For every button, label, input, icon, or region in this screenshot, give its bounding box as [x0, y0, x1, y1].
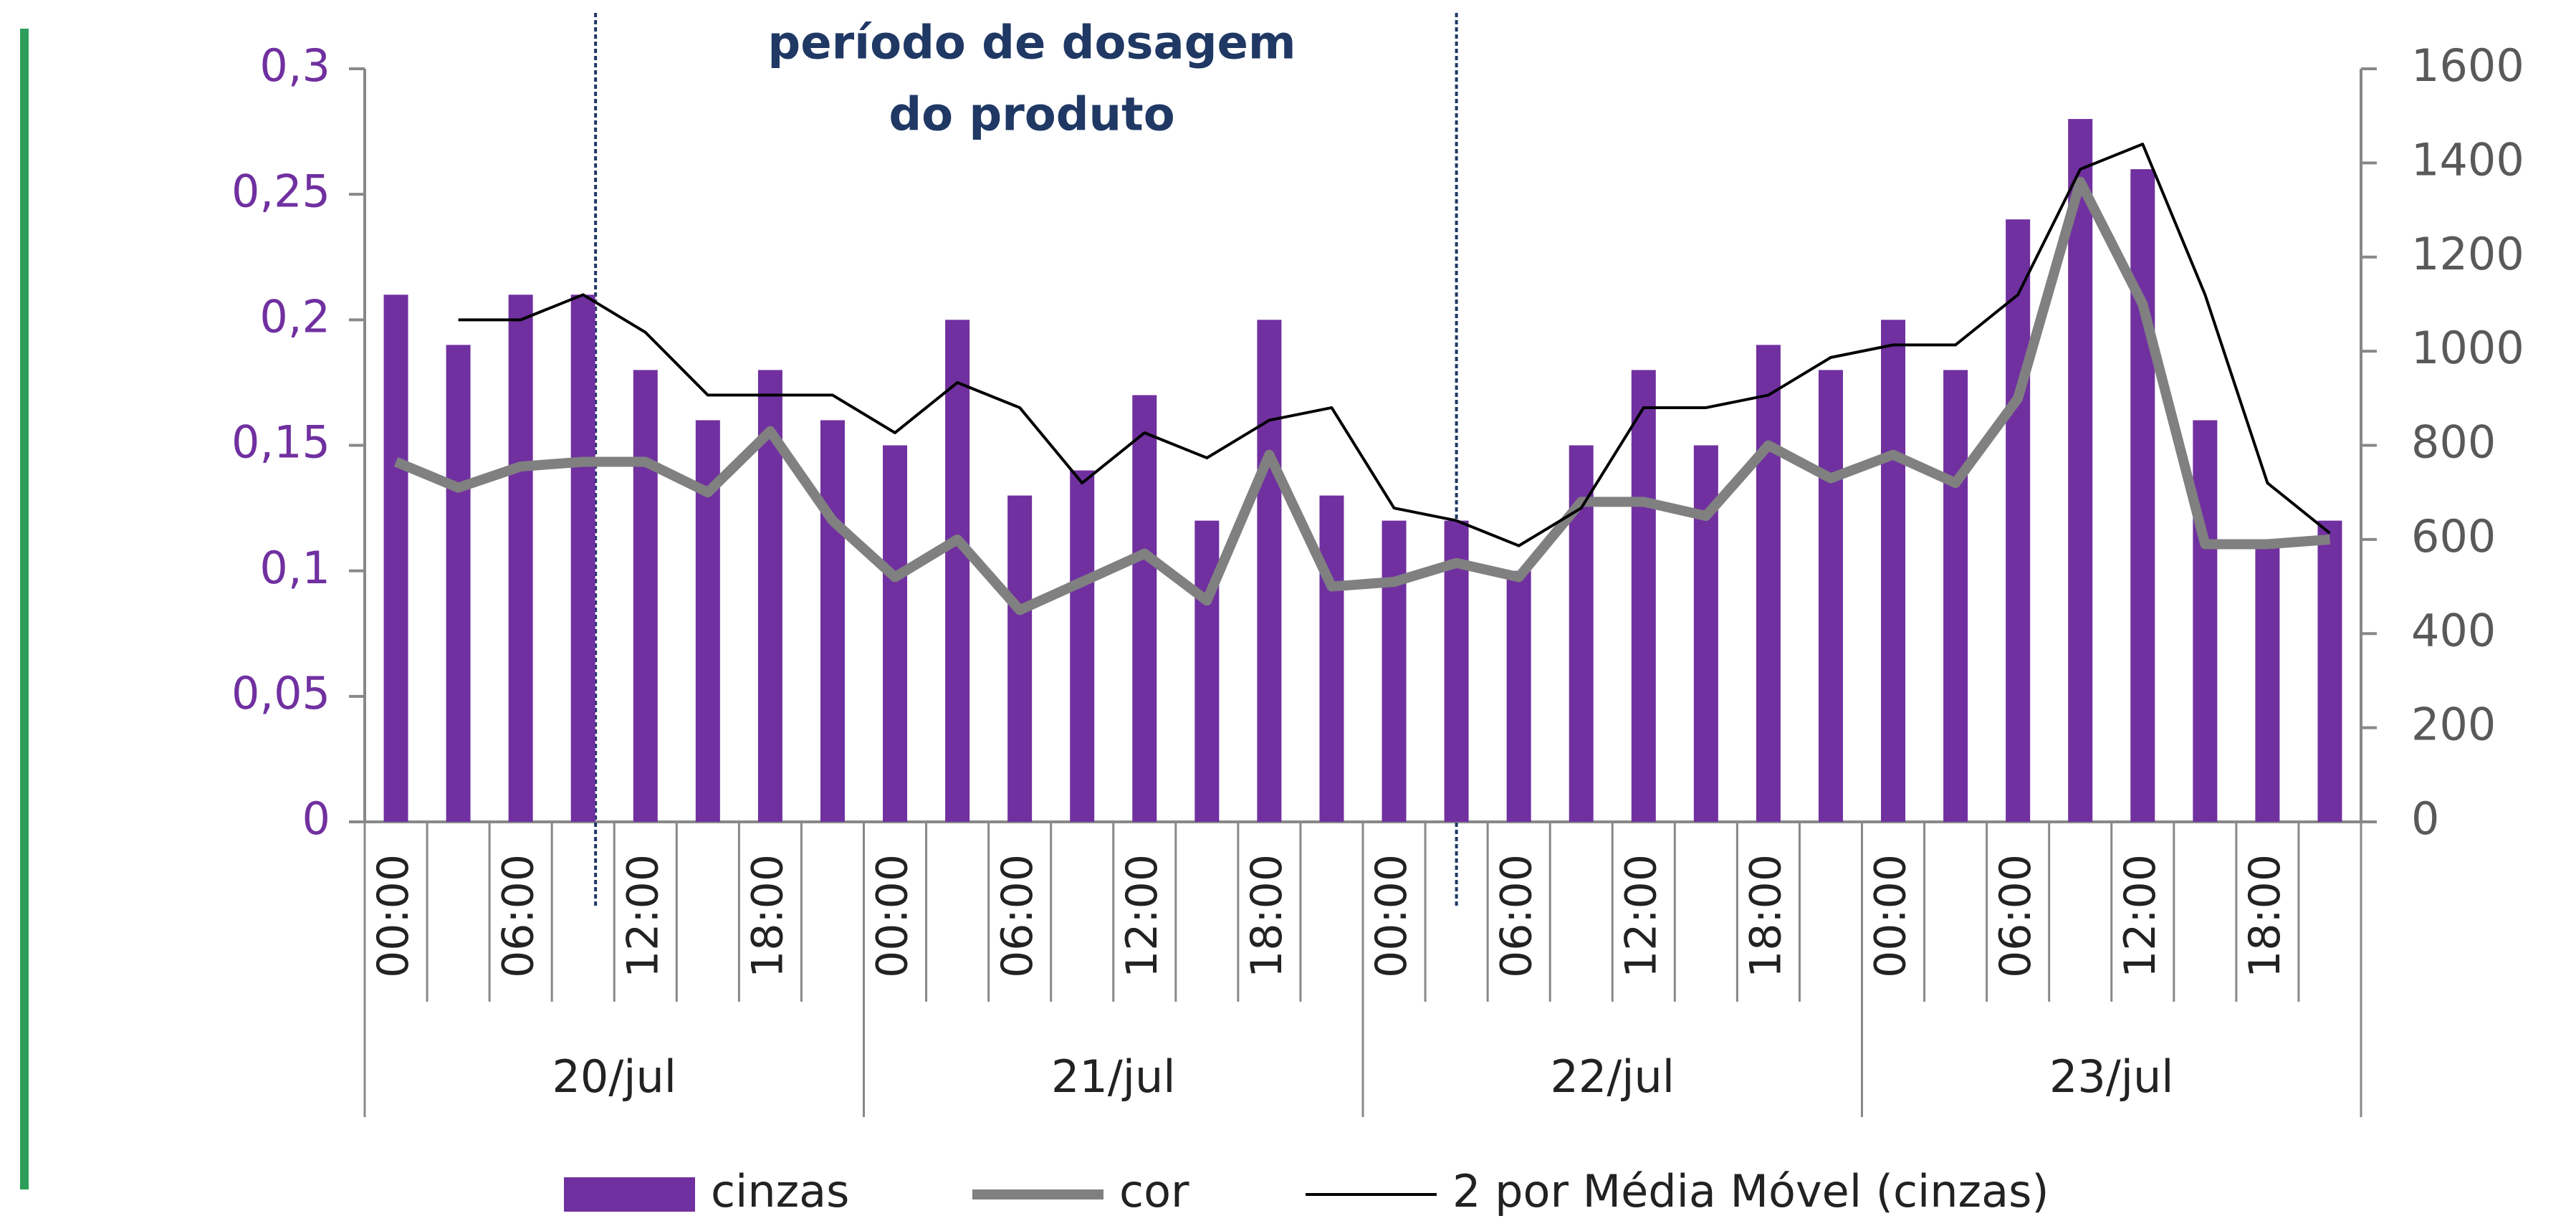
- bar: [1257, 320, 1282, 822]
- y-tick-label: 0,15: [231, 416, 330, 469]
- y-tick-label: 0,25: [231, 165, 330, 217]
- bar: [446, 345, 471, 822]
- bar: [820, 420, 845, 822]
- bar: [1319, 495, 1344, 822]
- line-moving-avg: [458, 143, 2331, 547]
- legend-label: 2 por Média Móvel (cinzas): [1452, 1165, 2049, 1217]
- bar: [2255, 545, 2280, 822]
- line-cor: [393, 176, 2330, 616]
- bar: [1818, 370, 1843, 822]
- y2-tick-label: 1200: [2411, 228, 2524, 280]
- x-tick-label: 00:00: [368, 854, 418, 978]
- x-tick-label: 18:00: [1242, 854, 1292, 978]
- y2-tick-label: 1600: [2411, 39, 2524, 92]
- x-tick-label: 12:00: [1117, 854, 1167, 978]
- bar: [1444, 520, 1469, 822]
- x-tick-label: 18:00: [743, 854, 793, 978]
- y2-tick-label: 400: [2411, 604, 2496, 656]
- bar: [1881, 320, 1906, 822]
- bar: [383, 294, 408, 822]
- bar: [1194, 520, 1220, 822]
- bar: [1943, 370, 1968, 822]
- group-label: 23/jul: [2049, 1050, 2174, 1103]
- bar: [2068, 119, 2093, 823]
- x-tick-label: 18:00: [1741, 854, 1791, 978]
- y-tick-label: 0,05: [231, 667, 330, 719]
- y-tick-label: 0,2: [259, 290, 330, 343]
- y2-tick-label: 0: [2411, 792, 2439, 845]
- y2-tick-label: 1000: [2411, 322, 2524, 374]
- x-tick-label: 18:00: [2240, 854, 2290, 978]
- bar: [508, 294, 533, 822]
- y2-tick-label: 600: [2411, 510, 2496, 562]
- x-tick-label: 06:00: [1991, 854, 2041, 978]
- x-tick-label: 00:00: [1366, 854, 1417, 978]
- group-label: 21/jul: [1051, 1050, 1176, 1103]
- y2-tick-label: 200: [2411, 699, 2496, 751]
- bar: [2317, 520, 2342, 822]
- x-tick-label: 06:00: [1491, 854, 1541, 978]
- bar: [1631, 370, 1656, 822]
- x-tick-label: 00:00: [1866, 854, 1916, 978]
- y-tick-label: 0: [302, 792, 330, 845]
- bar: [1382, 520, 1407, 822]
- x-tick-label: 06:00: [493, 854, 543, 978]
- annotation: do produto: [889, 89, 1174, 142]
- bar: [570, 294, 595, 822]
- group-label: 20/jul: [552, 1050, 676, 1103]
- bar: [1756, 345, 1781, 822]
- group-label: 22/jul: [1550, 1050, 1675, 1103]
- side-bar: [20, 29, 29, 1189]
- bar: [1506, 570, 1531, 822]
- bar: [945, 320, 970, 822]
- x-tick-label: 12:00: [2115, 854, 2165, 978]
- bar: [633, 370, 658, 822]
- legend-swatch: [564, 1177, 695, 1212]
- legend-label: cor: [1119, 1165, 1189, 1217]
- legend-label: cinzas: [711, 1165, 849, 1217]
- bar: [2130, 169, 2155, 823]
- y-tick-label: 0,1: [259, 542, 330, 594]
- bar: [883, 445, 908, 822]
- y2-tick-label: 800: [2411, 416, 2496, 469]
- x-tick-label: 12:00: [1616, 854, 1666, 978]
- bar: [2193, 420, 2218, 822]
- bar: [1007, 495, 1033, 822]
- x-tick-label: 00:00: [868, 854, 918, 978]
- annotation: período de dosagem: [767, 17, 1296, 70]
- bar: [1132, 395, 1157, 822]
- x-tick-label: 12:00: [618, 854, 668, 978]
- y2-tick-label: 1400: [2411, 133, 2524, 186]
- x-tick-label: 06:00: [992, 854, 1043, 978]
- bar: [1070, 470, 1095, 822]
- y-tick-label: 0,3: [259, 39, 330, 92]
- bar: [2006, 219, 2031, 822]
